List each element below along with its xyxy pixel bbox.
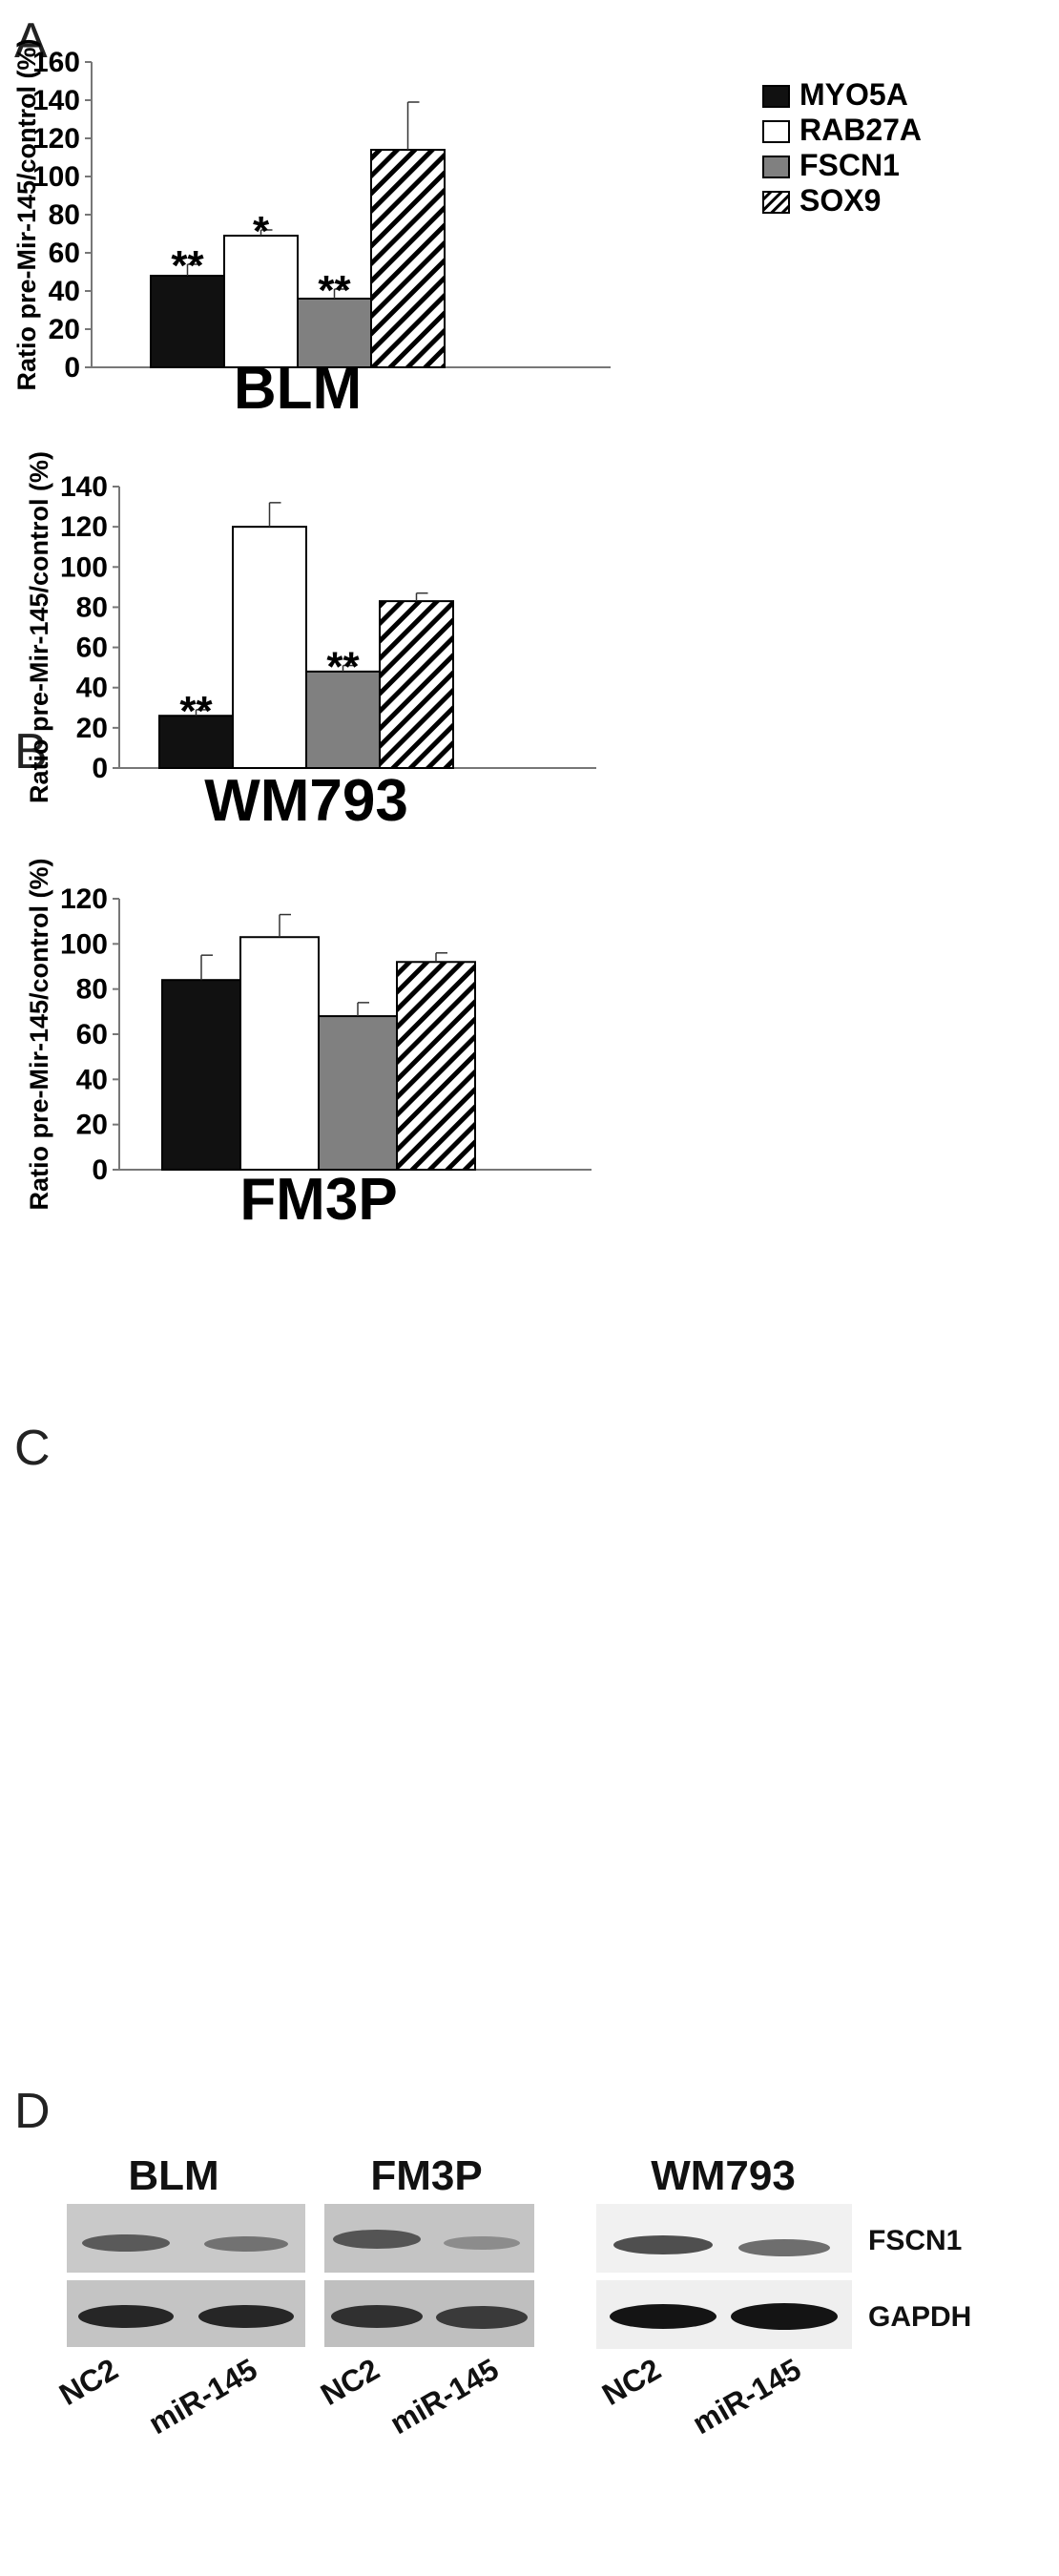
legend-swatch-sox9 bbox=[762, 191, 790, 214]
y-tick-label: 100 bbox=[60, 551, 108, 583]
blot-fm3p-gapdh bbox=[324, 2280, 534, 2347]
y-tick-label: 140 bbox=[60, 471, 108, 503]
y-tick-label: 20 bbox=[76, 713, 108, 744]
blot-fm3p-fscn1 bbox=[324, 2204, 534, 2273]
y-tick-label: 80 bbox=[76, 974, 108, 1006]
legend-swatch-fscn1 bbox=[762, 156, 790, 178]
lane-label-wm793-mir145: miR-145 bbox=[687, 2352, 807, 2441]
bar-fscn1 bbox=[318, 1015, 398, 1171]
lane-label-wm793-nc2: NC2 bbox=[596, 2352, 666, 2412]
y-tick-label: 0 bbox=[64, 352, 80, 384]
legend-label-myo5a: MYO5A bbox=[799, 77, 908, 112]
panel-letter-c: C bbox=[14, 1421, 51, 1476]
blot-blm-gapdh bbox=[67, 2280, 305, 2347]
y-tick-label: 80 bbox=[49, 199, 80, 231]
y-axis-title: Ratio pre-Mir-145/control (%) bbox=[12, 38, 41, 390]
bar-myo5a bbox=[161, 979, 241, 1171]
cell-line-label: WM793 bbox=[204, 768, 408, 834]
blot-title-wm793: WM793 bbox=[651, 2152, 796, 2199]
panel-d: D BLM FM3P WM793 bbox=[14, 2084, 971, 2441]
panel-letter-a: A bbox=[14, 13, 48, 69]
y-tick-label: 40 bbox=[49, 276, 80, 307]
y-tick-label: 100 bbox=[60, 928, 108, 960]
y-tick-label: 0 bbox=[92, 753, 108, 784]
legend-label-fscn1: FSCN1 bbox=[799, 148, 900, 182]
bar-myo5a bbox=[150, 275, 225, 368]
lane-label-fm3p-mir145: miR-145 bbox=[384, 2352, 505, 2441]
significance-mark: ** bbox=[179, 688, 213, 735]
lane-label-blm-mir145: miR-145 bbox=[143, 2352, 263, 2441]
blot-blm-fscn1 bbox=[67, 2204, 305, 2273]
bar-myo5a bbox=[158, 715, 234, 770]
bar-sox9 bbox=[396, 961, 476, 1171]
cell-line-label: BLM bbox=[234, 356, 362, 422]
y-tick-label: 80 bbox=[76, 592, 108, 623]
blot-title-fm3p: FM3P bbox=[370, 2152, 482, 2199]
legend-swatch-myo5a bbox=[762, 85, 790, 108]
y-tick-label: 60 bbox=[49, 238, 80, 269]
significance-mark: ** bbox=[171, 242, 204, 289]
blot-title-blm: BLM bbox=[128, 2152, 218, 2199]
legend-swatch-rab27a bbox=[762, 120, 790, 143]
bar-rab27a bbox=[239, 936, 320, 1171]
lane-label-fm3p-nc2: NC2 bbox=[315, 2352, 384, 2412]
y-tick-label: 20 bbox=[49, 314, 80, 345]
significance-mark: ** bbox=[318, 267, 351, 314]
blot-protein-fscn1: FSCN1 bbox=[868, 2225, 962, 2256]
cell-line-label: FM3P bbox=[239, 1167, 397, 1233]
legend-label-sox9: SOX9 bbox=[799, 183, 881, 218]
bar-rab27a bbox=[232, 526, 307, 770]
y-tick-label: 140 bbox=[32, 85, 80, 116]
legend-label-rab27a: RAB27A bbox=[799, 113, 922, 147]
bar-sox9 bbox=[379, 600, 454, 769]
blot-wm793-gapdh bbox=[596, 2280, 852, 2349]
lane-label-blm-nc2: NC2 bbox=[53, 2352, 123, 2412]
bar-sox9 bbox=[370, 149, 446, 368]
bar-rab27a bbox=[223, 235, 299, 368]
y-axis-title: Ratio pre-Mir-145/control (%) bbox=[25, 451, 53, 803]
y-tick-label: 120 bbox=[60, 511, 108, 543]
y-tick-label: 20 bbox=[76, 1110, 108, 1141]
y-tick-label: 40 bbox=[76, 1064, 108, 1095]
y-tick-label: 40 bbox=[76, 673, 108, 704]
y-tick-label: 120 bbox=[60, 883, 108, 915]
y-axis-title: Ratio pre-Mir-145/control (%) bbox=[25, 858, 53, 1210]
y-tick-label: 60 bbox=[76, 1019, 108, 1050]
y-tick-label: 100 bbox=[32, 161, 80, 193]
y-tick-label: 0 bbox=[92, 1154, 108, 1186]
significance-mark: ** bbox=[326, 644, 360, 691]
panel-letter-d: D bbox=[14, 2084, 51, 2139]
y-tick-label: 120 bbox=[32, 123, 80, 155]
panel-letter-b: B bbox=[14, 724, 48, 779]
blot-wm793-fscn1 bbox=[596, 2204, 852, 2273]
blot-protein-gapdh: GAPDH bbox=[868, 2301, 971, 2333]
significance-mark: * bbox=[253, 208, 270, 255]
y-tick-label: 160 bbox=[32, 47, 80, 78]
y-tick-label: 60 bbox=[76, 633, 108, 664]
